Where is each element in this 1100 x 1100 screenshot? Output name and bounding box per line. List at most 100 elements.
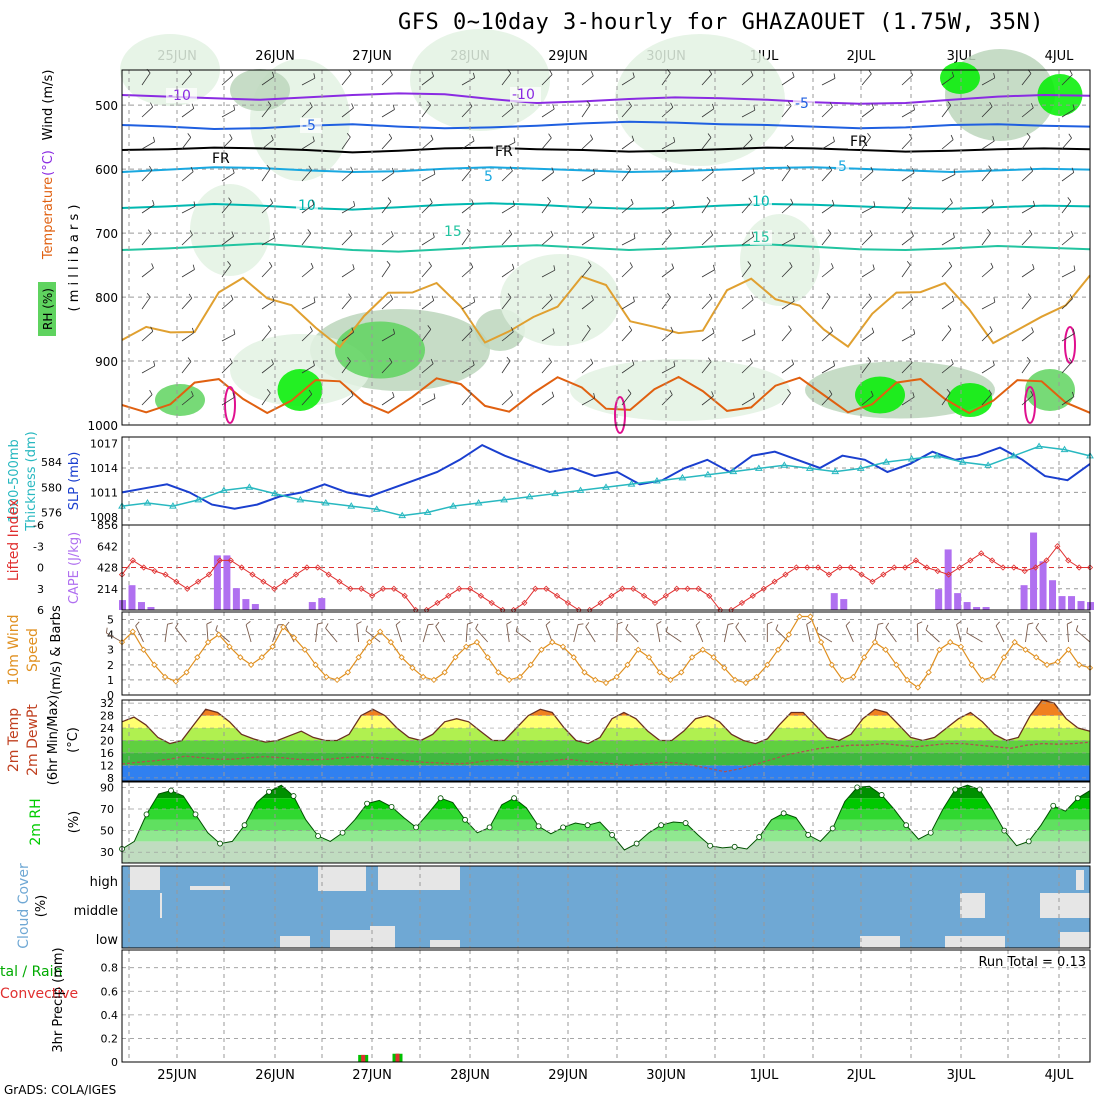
wind-barb xyxy=(621,198,634,214)
wind-barb xyxy=(181,103,195,118)
run-total-label: Run Total = 0.13 xyxy=(978,955,1086,970)
wind-barb xyxy=(701,391,714,406)
cloud-block xyxy=(1060,932,1090,948)
barb-shaft xyxy=(381,333,395,342)
barb-flag xyxy=(989,102,993,107)
barb-flag xyxy=(509,166,513,172)
barb-shaft xyxy=(541,108,555,118)
barb-flag xyxy=(387,197,392,202)
barb-shaft xyxy=(381,172,395,182)
barb-shaft xyxy=(301,77,316,86)
wind-barb xyxy=(341,132,351,150)
barb-shaft xyxy=(501,170,513,182)
wind-barb xyxy=(861,166,874,182)
wind-barb xyxy=(956,621,962,643)
wind-barb xyxy=(1021,327,1034,342)
wind-speed-marker xyxy=(161,673,169,681)
barb-shaft xyxy=(781,237,795,246)
precip-units-label: 3hr Precip (mm) xyxy=(51,947,66,1052)
wind-barb xyxy=(141,136,156,150)
cloud-block xyxy=(430,940,460,948)
barb-flag xyxy=(150,102,154,108)
thickness-marker xyxy=(1009,451,1018,459)
barb-shaft xyxy=(341,234,353,246)
wind-barb xyxy=(541,328,555,342)
label-bg xyxy=(166,88,197,103)
barb-flag xyxy=(793,232,796,239)
wind-speed-marker xyxy=(237,654,244,661)
barb-shaft xyxy=(701,171,714,182)
barb-shaft xyxy=(221,201,232,214)
barb-shaft xyxy=(421,236,435,246)
wind-speed-marker xyxy=(398,654,405,661)
lifted-index-marker xyxy=(1021,567,1028,575)
barb-shaft xyxy=(981,169,992,182)
cape-bar xyxy=(1058,596,1066,610)
isotherm-label: -5 xyxy=(302,118,316,134)
barb-shaft xyxy=(341,107,354,118)
barb-flag xyxy=(586,324,591,330)
barb-shaft xyxy=(625,628,639,643)
barb-shaft xyxy=(221,264,231,278)
lifted-index-marker xyxy=(1010,564,1017,571)
barb-flag xyxy=(1032,263,1035,269)
thickness-marker xyxy=(220,486,228,493)
barb-flag xyxy=(617,621,623,625)
barb-shaft xyxy=(861,234,873,246)
isotherm-label: -10 xyxy=(168,88,191,104)
barb-shaft xyxy=(621,76,635,86)
wind-speed-marker xyxy=(452,654,459,661)
barb-flag xyxy=(833,360,836,366)
precip-conv-bar xyxy=(395,1053,400,1062)
lifted-index-marker xyxy=(358,585,365,592)
barb-shaft xyxy=(781,300,795,310)
barb-shaft xyxy=(981,203,994,214)
rh-tick-label: 70 xyxy=(100,803,114,816)
barb-shaft xyxy=(1021,297,1032,310)
barb-shaft xyxy=(821,169,833,182)
barb-flag xyxy=(950,134,954,140)
wind-barb xyxy=(381,391,395,406)
wind-barb xyxy=(181,230,193,246)
wind-speed-marker xyxy=(366,639,373,646)
rh2m-label-1: 2m RH xyxy=(28,798,44,845)
thickness-label-1: 1000-500mb xyxy=(7,439,22,523)
barb-shaft xyxy=(581,397,595,406)
wind-barb xyxy=(581,134,594,150)
lifted-index-marker xyxy=(325,571,332,578)
thickness-marker xyxy=(296,495,305,503)
barb-flag xyxy=(872,264,875,270)
wind-barb xyxy=(741,168,755,182)
lifted-index-marker xyxy=(162,571,169,578)
rh-marker xyxy=(437,795,444,802)
barb-shaft xyxy=(301,330,313,342)
cloud-block xyxy=(960,893,985,918)
isotherm-label: 15 xyxy=(444,224,462,240)
wind-barb xyxy=(941,71,955,86)
wind-barb xyxy=(845,621,854,643)
wind-barb xyxy=(301,360,315,374)
wind-barb xyxy=(1021,356,1031,374)
wind-barb xyxy=(381,197,392,214)
barb-flag xyxy=(151,263,154,269)
wind-speed-marker xyxy=(376,628,384,635)
wind-barb xyxy=(821,136,835,150)
barb-flag xyxy=(149,165,153,171)
barb-flag xyxy=(751,231,755,237)
slp-label: SLP (mb) xyxy=(67,452,82,511)
barb-flag xyxy=(189,230,193,236)
barb-shaft xyxy=(781,105,792,118)
barb-shaft xyxy=(341,170,354,182)
wind-barb xyxy=(541,70,553,86)
barb-shaft xyxy=(301,140,315,150)
top-date-label: 29JUN xyxy=(548,49,588,64)
lifted-index-marker xyxy=(880,571,887,578)
wind-barb xyxy=(475,623,489,643)
label-bg xyxy=(493,144,515,159)
barb-flag xyxy=(628,101,632,107)
lifted-index-marker xyxy=(466,585,474,592)
barb-flag xyxy=(150,326,154,332)
barb-shaft xyxy=(341,136,351,150)
barb-shaft xyxy=(541,74,553,86)
